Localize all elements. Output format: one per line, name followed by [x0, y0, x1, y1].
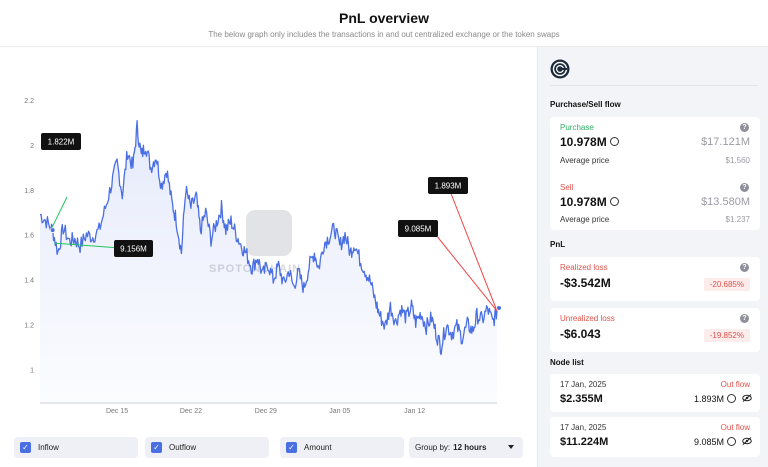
sell-amount: 10.978M [560, 195, 619, 209]
purchase-label: Purchase [560, 123, 594, 132]
x-tick-label: Dec 15 [106, 408, 128, 415]
node-date: 17 Jan, 2025 [560, 423, 607, 432]
watermark-logo [246, 210, 292, 256]
page-subtitle: The below graph only includes the transa… [208, 30, 560, 39]
y-tick-label: 1.8 [24, 188, 34, 195]
sidebar-divider [550, 85, 758, 86]
sell-usd: $13.580M [701, 196, 750, 208]
x-tick-label: Dec 22 [180, 408, 202, 415]
group-by-label: Group by: [415, 443, 451, 452]
sidebar: Purchase/Sell flow Purchase ? 10.978M $1… [537, 47, 768, 467]
unrealized-loss-pct: -19.852% [703, 329, 750, 342]
annotation-box [428, 177, 468, 194]
inflow-label: Inflow [38, 443, 59, 452]
unrealized-loss-value: -$6.043 [560, 327, 601, 341]
node-amount: 9.085M [694, 437, 736, 447]
realized-loss-value: -$3.542M [560, 276, 611, 290]
amount-checkbox[interactable]: ✓ Amount [280, 437, 404, 458]
unrealized-loss-label: Unrealized loss [560, 314, 615, 323]
y-tick-label: 1 [30, 367, 34, 374]
header-divider [0, 46, 768, 47]
annotation-connector [435, 234, 498, 312]
unrealized-loss-card: Unrealized loss ? -$6.043 -19.852% [550, 308, 760, 352]
purchase-sell-heading: Purchase/Sell flow [550, 100, 621, 109]
node-list-item[interactable]: 17 Jan, 2025 Out flow $11.224M 9.085M [550, 417, 760, 457]
annotation-label: 1.893M [435, 182, 462, 191]
node-list-item[interactable]: 17 Jan, 2025 Out flow $2.355M 1.893M [550, 374, 760, 412]
realized-loss-card: Realized loss ? -$3.542M -20.685% [550, 257, 760, 301]
node-list-heading: Node list [550, 358, 584, 367]
chart-canvas: 2.2 2 1.8 1.6 1.4 1.2 1 Dec 15 Dec 22 Dec 29 Jan 0… [24, 98, 502, 415]
x-tick-label: Dec 29 [255, 408, 277, 415]
node-amount: 1.893M [694, 394, 736, 404]
coin-icon [609, 137, 619, 147]
check-icon: ✓ [286, 442, 297, 453]
y-tick-label: 1.2 [24, 322, 34, 329]
realized-loss-pct: -20.685% [703, 278, 750, 291]
help-icon[interactable]: ? [740, 183, 749, 192]
series-line [40, 120, 498, 356]
series-area [40, 120, 497, 403]
hide-icon[interactable] [742, 437, 752, 445]
inflow-checkbox[interactable]: ✓ Inflow [14, 437, 138, 458]
purchase-avg-value: $1.560 [725, 156, 750, 165]
y-tick-label: 2.2 [24, 98, 34, 105]
realized-loss-label: Realized loss [560, 263, 608, 272]
check-icon: ✓ [20, 442, 31, 453]
annotation-box [398, 220, 438, 237]
purchase-amount: 10.978M [560, 135, 619, 149]
node-usd: $2.355M [560, 393, 603, 405]
coin-icon [609, 197, 619, 207]
annotation-box [114, 240, 153, 257]
check-icon: ✓ [151, 442, 162, 453]
outflow-checkbox[interactable]: ✓ Outflow [145, 437, 269, 458]
node-direction: Out flow [720, 423, 750, 432]
help-icon[interactable]: ? [740, 263, 749, 272]
annotation-box [41, 133, 81, 150]
node-date: 17 Jan, 2025 [560, 380, 607, 389]
chevron-down-icon [508, 445, 514, 449]
sell-avg-value: $1.237 [725, 215, 750, 224]
node-direction: Out flow [720, 380, 750, 389]
pnl-heading: PnL [550, 240, 566, 249]
annotation-connector [51, 196, 68, 229]
purchase-usd: $17.121M [701, 136, 750, 148]
token-logo-icon [550, 59, 570, 79]
help-icon[interactable]: ? [740, 314, 749, 323]
coin-icon [727, 437, 736, 447]
coin-icon [727, 394, 736, 404]
hide-icon[interactable] [742, 394, 752, 402]
page-title: PnL overview [338, 10, 429, 26]
purchase-avg-label: Average price [560, 156, 610, 165]
annotation-label: 9.156M [120, 245, 147, 254]
purchase-sell-card: Purchase ? 10.978M $17.121M Average pric… [550, 117, 760, 230]
x-tick-label: Jan 12 [404, 408, 425, 415]
sell-avg-label: Average price [560, 215, 610, 224]
annotation-connector [54, 242, 121, 249]
x-tick-label: Jan 05 [329, 408, 350, 415]
annotation-label: 9.085M [405, 225, 432, 234]
amount-label: Amount [304, 443, 332, 452]
help-icon[interactable]: ? [740, 123, 749, 132]
sell-label: Sell [560, 183, 574, 192]
annotation-point [49, 227, 56, 233]
annotation-label: 1.822M [48, 138, 75, 147]
page-header: PnL overview The below graph only includ… [0, 0, 768, 46]
node-usd: $11.224M [560, 436, 609, 448]
annotation-connector [449, 190, 498, 312]
outflow-label: Outflow [169, 443, 197, 452]
y-tick-label: 1.6 [24, 233, 34, 240]
group-by-value: 12 hours [453, 443, 487, 452]
annotation-point [496, 305, 502, 311]
y-tick-label: 2 [30, 143, 34, 150]
y-tick-label: 1.4 [24, 278, 34, 285]
group-by-select[interactable]: Group by: 12 hours [409, 437, 523, 458]
